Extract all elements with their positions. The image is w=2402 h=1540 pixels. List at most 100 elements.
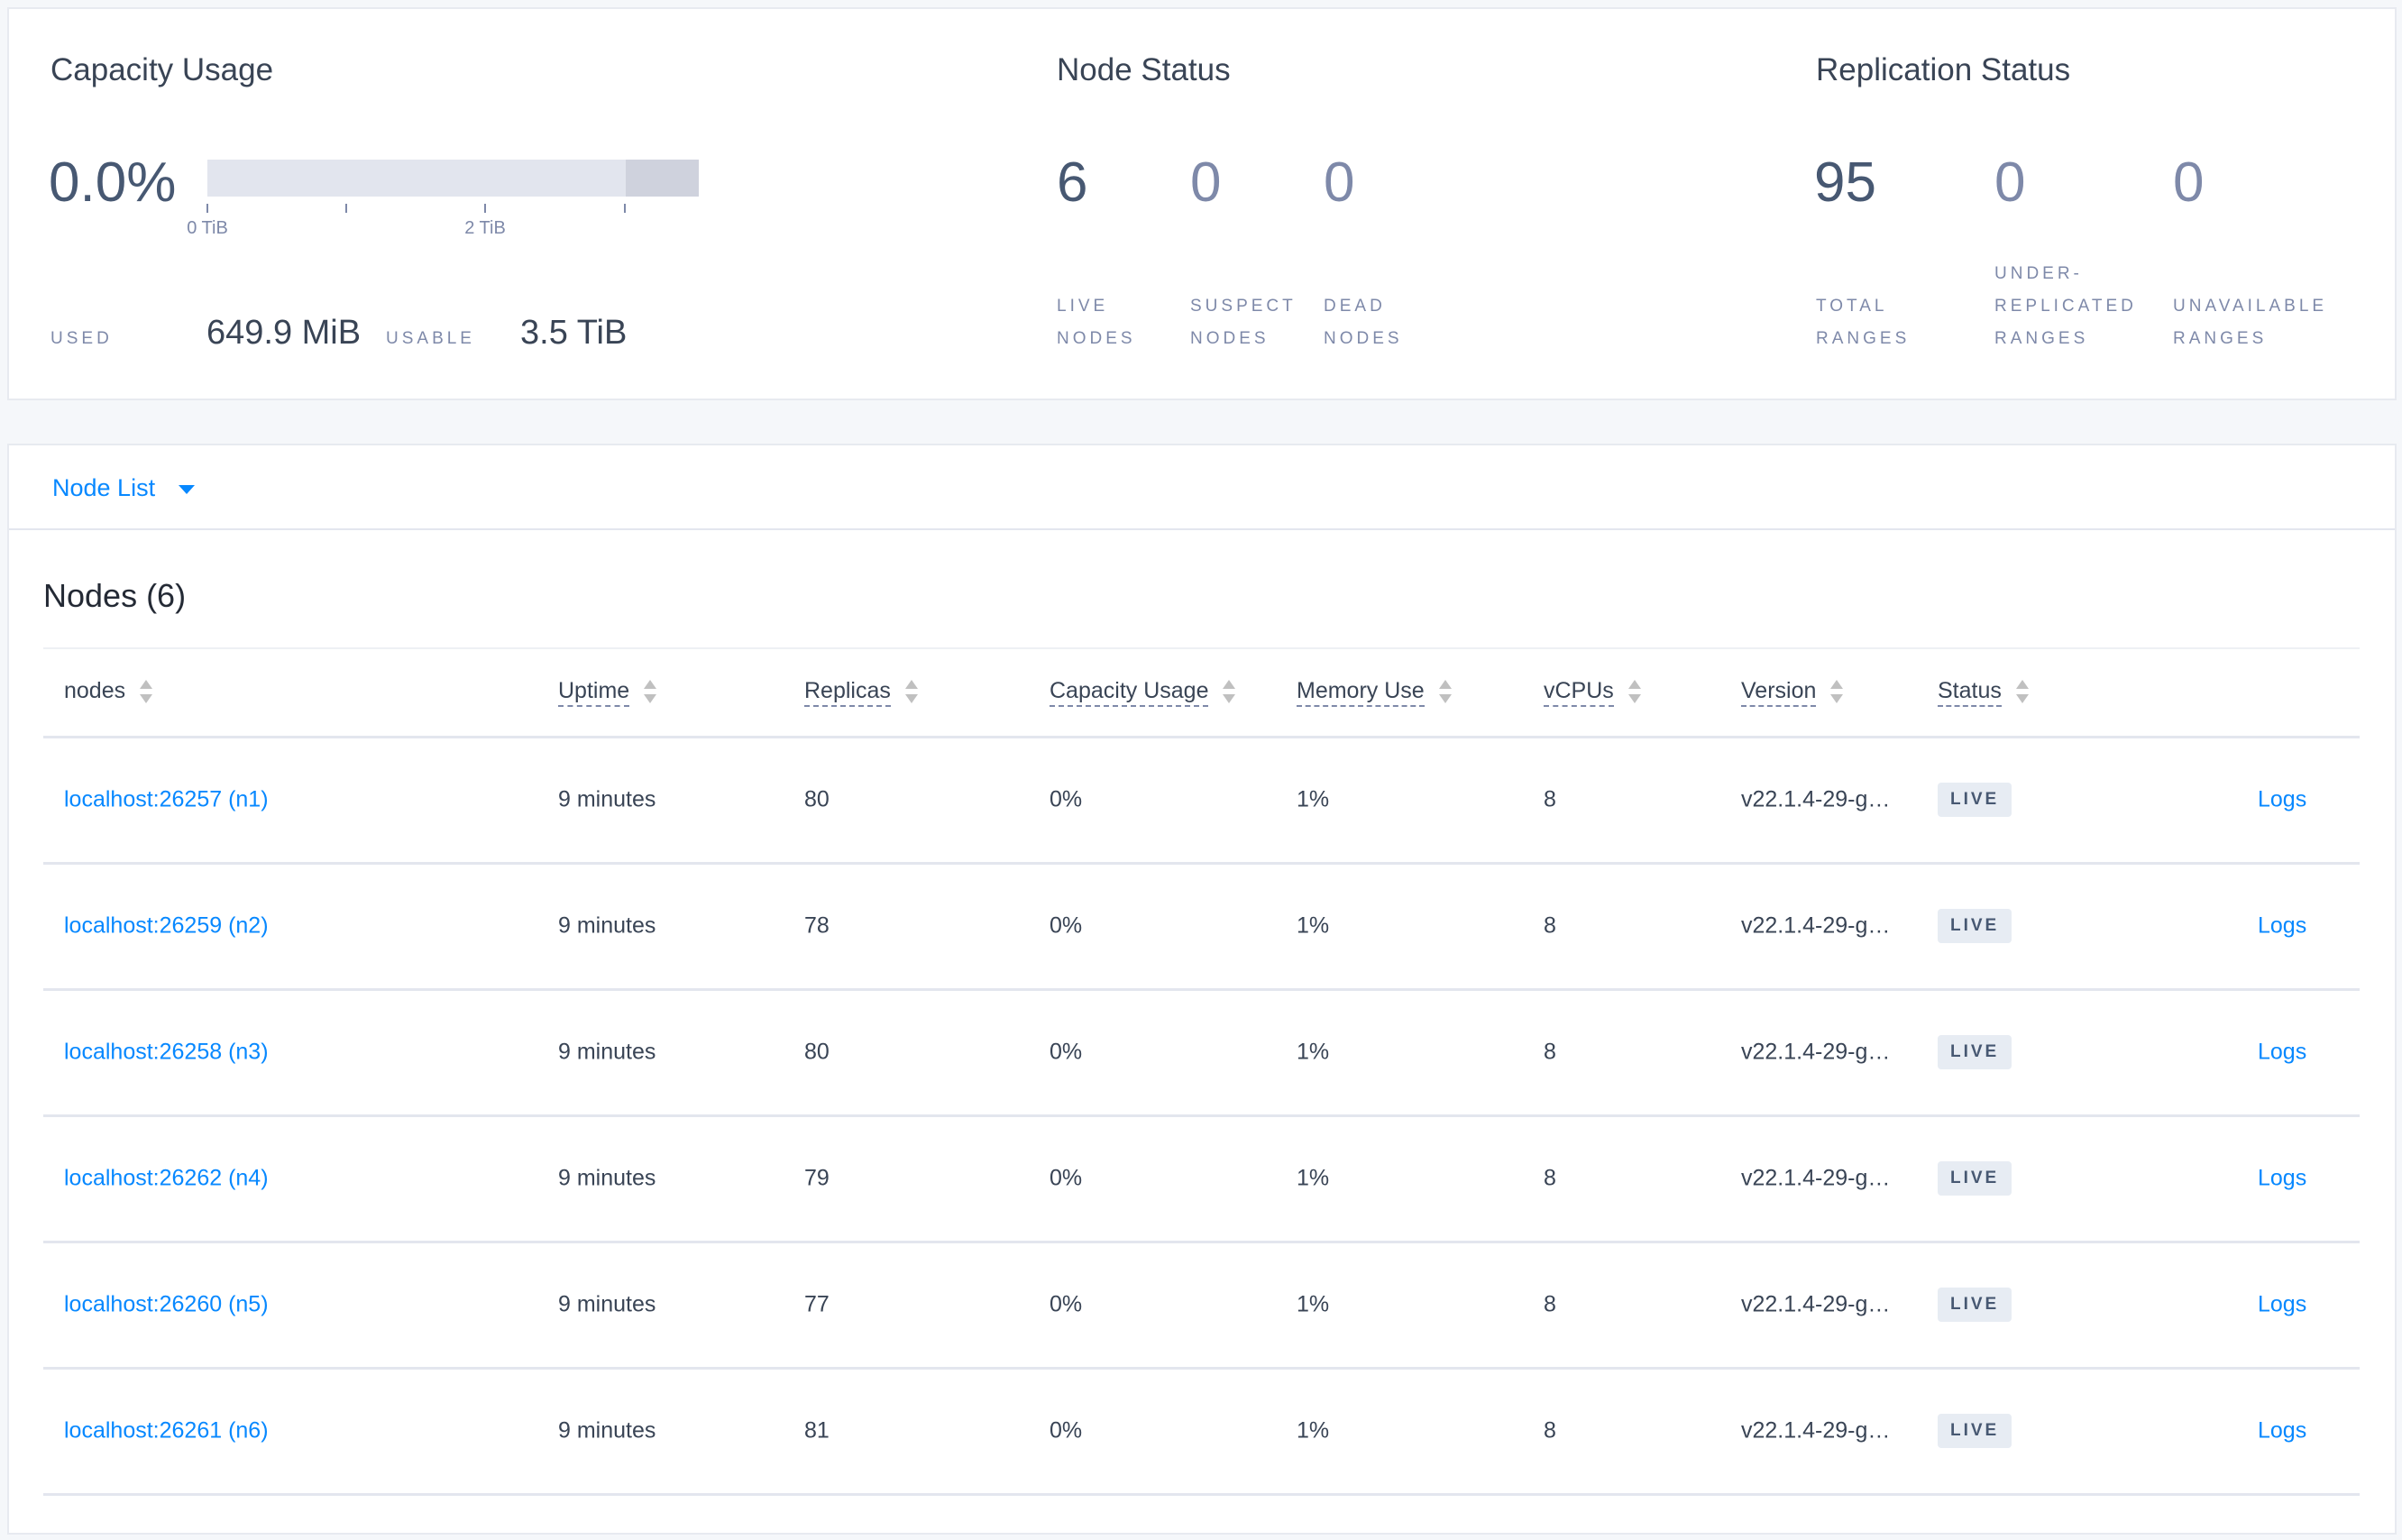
memory-cell: 1% [1297,1291,1330,1317]
view-selector-dropdown[interactable]: Node List [52,474,195,502]
logs-link[interactable]: Logs [2258,786,2307,812]
under-replicated-count: 0 [1994,151,2026,214]
row-divider [43,862,2360,865]
status-badge: LIVE [1938,1414,2012,1448]
caret-down-icon [178,484,195,494]
row-divider [43,1493,2360,1496]
node-link[interactable]: localhost:26260 (n5) [64,1291,269,1317]
memory-cell: 1% [1297,912,1330,939]
axis-label: 2 TiB [464,218,506,238]
row-divider [43,1241,2360,1243]
suspect-nodes-label: SUSPECT NODES [1190,297,1297,348]
replicas-cell: 78 [804,912,830,939]
uptime-cell: 9 minutes [558,1291,656,1317]
dead-nodes-label: DEAD NODES [1324,297,1403,348]
capacity-cell: 0% [1050,1039,1083,1065]
table-top-border [43,647,2360,649]
replication-status-title: Replication Status [1816,52,2071,87]
logs-link[interactable]: Logs [2258,1417,2307,1444]
logs-link[interactable]: Logs [2258,1291,2307,1317]
vcpus-cell: 8 [1544,1039,1556,1065]
sort-icon[interactable] [1830,680,1844,704]
column-header-replicas[interactable]: Replicas [804,678,918,707]
column-header-status[interactable]: Status [1938,678,2029,707]
sort-icon[interactable] [1223,680,1236,704]
usable-label: USABLE [386,329,475,348]
memory-cell: 1% [1297,1039,1330,1065]
total-ranges-count: 95 [1814,151,1876,214]
vcpus-cell: 8 [1544,786,1556,812]
live-nodes-count: 6 [1057,151,1088,214]
column-header-nodes[interactable]: nodes [64,678,153,704]
memory-cell: 1% [1297,786,1330,812]
version-cell: v22.1.4-29-g… [1741,1417,1891,1444]
sort-icon[interactable] [904,680,918,704]
column-header-capacity-usage[interactable]: Capacity Usage [1050,678,1236,707]
axis-tick [206,204,208,213]
column-header-uptime[interactable]: Uptime [558,678,657,707]
used-label: USED [50,329,113,348]
under-replicated-label: UNDER- REPLICATED RANGES [1994,264,2137,348]
replicas-cell: 80 [804,1039,830,1065]
replicas-cell: 80 [804,786,830,812]
vcpus-cell: 8 [1544,1291,1556,1317]
row-divider [43,1367,2360,1370]
version-cell: v22.1.4-29-g… [1741,1291,1891,1317]
usable-value: 3.5 TiB [520,314,628,352]
sort-icon[interactable] [1438,680,1452,704]
node-link[interactable]: localhost:26258 (n3) [64,1039,269,1065]
column-header-vcpus[interactable]: vCPUs [1544,678,1641,707]
summary-card [7,7,2397,400]
logs-link[interactable]: Logs [2258,912,2307,939]
uptime-cell: 9 minutes [558,912,656,939]
node-status-title: Node Status [1057,52,1231,87]
column-header-memory-use[interactable]: Memory Use [1297,678,1452,707]
status-badge: LIVE [1938,1035,2012,1069]
node-link[interactable]: localhost:26261 (n6) [64,1417,269,1444]
uptime-cell: 9 minutes [558,786,656,812]
unavailable-count: 0 [2173,151,2205,214]
node-link[interactable]: localhost:26259 (n2) [64,912,269,939]
axis-label: 0 TiB [187,218,228,238]
node-link[interactable]: localhost:26257 (n1) [64,786,269,812]
axis-tick [345,204,347,213]
capacity-cell: 0% [1050,1417,1083,1444]
logs-link[interactable]: Logs [2258,1039,2307,1065]
memory-cell: 1% [1297,1165,1330,1191]
view-selector-label: Node List [52,474,156,501]
capacity-percent: 0.0% [49,151,177,214]
capacity-bar-reserved [626,160,699,197]
replicas-cell: 77 [804,1291,830,1317]
capacity-cell: 0% [1050,786,1083,812]
sort-icon[interactable] [644,680,657,704]
total-ranges-label: TOTAL RANGES [1816,297,1911,348]
version-cell: v22.1.4-29-g… [1741,1165,1891,1191]
axis-tick [484,204,486,213]
replicas-cell: 79 [804,1165,830,1191]
logs-link[interactable]: Logs [2258,1165,2307,1191]
suspect-nodes-count: 0 [1190,151,1222,214]
status-badge: LIVE [1938,1288,2012,1322]
status-badge: LIVE [1938,1161,2012,1196]
vcpus-cell: 8 [1544,1417,1556,1444]
capacity-cell: 0% [1050,1291,1083,1317]
tab-divider [9,528,2395,530]
sort-icon[interactable] [2015,680,2029,704]
column-header-version[interactable]: Version [1741,678,1844,707]
dead-nodes-count: 0 [1324,151,1355,214]
sort-icon[interactable] [1627,680,1641,704]
axis-tick [624,204,626,213]
node-link[interactable]: localhost:26262 (n4) [64,1165,269,1191]
capacity-title: Capacity Usage [50,52,274,87]
memory-cell: 1% [1297,1417,1330,1444]
used-value: 649.9 MiB [206,314,362,352]
row-divider [43,988,2360,991]
replicas-cell: 81 [804,1417,830,1444]
unavailable-label: UNAVAILABLE RANGES [2173,297,2328,348]
version-cell: v22.1.4-29-g… [1741,912,1891,939]
sort-icon[interactable] [140,680,153,704]
capacity-cell: 0% [1050,1165,1083,1191]
header-bottom-border [43,736,2360,738]
row-divider [43,1114,2360,1117]
uptime-cell: 9 minutes [558,1417,656,1444]
